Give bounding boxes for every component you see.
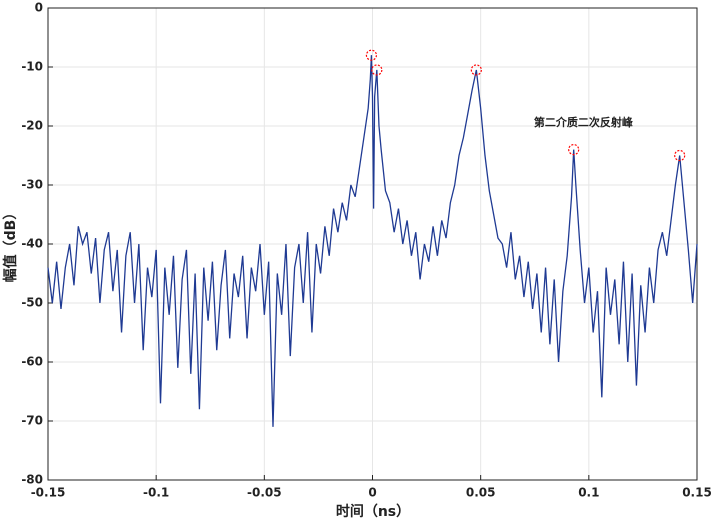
y-axis-label: 幅值（dB）	[2, 206, 19, 283]
x-axis-label: 时间（ns）	[336, 503, 410, 520]
x-tick-label: -0.15	[31, 486, 66, 500]
peak-marker	[365, 49, 378, 61]
x-tick-label: 0.15	[682, 486, 712, 500]
peak-marker	[371, 64, 383, 76]
peak-marker	[568, 144, 580, 156]
y-tick-label: -40	[21, 237, 43, 251]
annotation: 第二介质二次反射峰	[534, 115, 634, 129]
signal-line	[47, 55, 698, 427]
peak-marker	[470, 64, 482, 76]
y-tick-label: -50	[21, 296, 43, 310]
y-tick-label: -10	[21, 60, 43, 74]
y-tick-label: -70	[21, 414, 43, 428]
peak-marker	[674, 149, 686, 162]
y-tick-label: -20	[21, 119, 43, 133]
x-tick-label: 0	[368, 486, 376, 500]
x-tick-label: -0.05	[247, 486, 282, 500]
y-tick-label: 0	[35, 1, 43, 15]
x-tick-label: 0.1	[578, 486, 599, 500]
y-tick-label: -60	[21, 355, 43, 369]
x-tick-label: 0.05	[466, 486, 496, 500]
y-tick-label: -80	[21, 473, 43, 487]
y-tick-label: -30	[21, 178, 43, 192]
x-tick-label: -0.1	[143, 486, 169, 500]
